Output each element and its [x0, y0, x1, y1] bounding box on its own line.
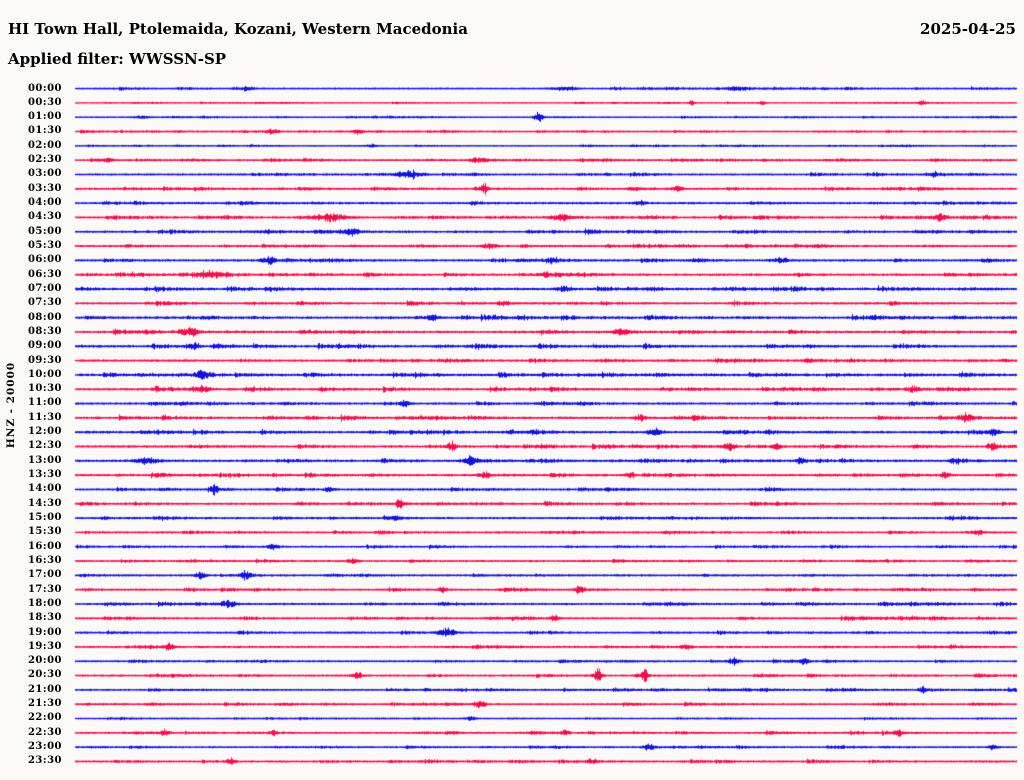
- seismogram-trace-canvas: [0, 0, 1024, 780]
- helicorder-page: HI Town Hall, Ptolemaida, Kozani, Wester…: [0, 0, 1024, 780]
